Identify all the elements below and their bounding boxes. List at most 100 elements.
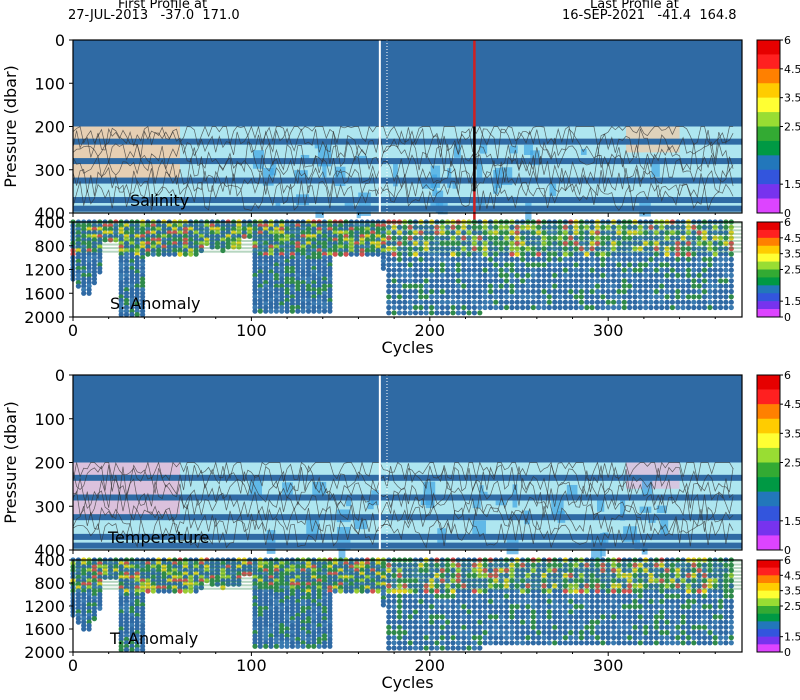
anomaly-dot — [487, 272, 494, 278]
anomaly-dot — [97, 237, 103, 243]
anomaly-dot — [680, 283, 686, 289]
anomaly-dot — [573, 256, 579, 262]
anomaly-dot — [664, 562, 670, 568]
anomaly-dot — [541, 256, 547, 262]
anomaly-dot — [589, 609, 595, 615]
anomaly-dot — [493, 609, 499, 615]
anomaly-dot — [637, 624, 643, 630]
anomaly-dot — [723, 299, 729, 305]
anomaly-dot — [263, 265, 269, 271]
anomaly-dot — [434, 640, 440, 646]
anomaly-dot — [140, 647, 146, 653]
anomaly-dot — [284, 258, 290, 264]
anomaly-dot — [386, 562, 392, 568]
anomaly-dot — [273, 247, 279, 254]
y-tick-label: 1200 — [24, 597, 65, 616]
anomaly-dot — [621, 240, 627, 246]
anomaly-dot — [75, 226, 81, 232]
anomaly-dot — [445, 619, 451, 625]
anomaly-dot — [611, 240, 617, 246]
anomaly-dot — [498, 593, 504, 599]
anomaly-dot — [439, 240, 445, 246]
anomaly-dot — [91, 265, 97, 271]
anomaly-dot — [707, 609, 713, 615]
anomaly-dot — [461, 267, 467, 273]
anomaly-dot — [493, 583, 499, 589]
patch — [641, 478, 653, 497]
anomaly-dot — [643, 588, 649, 594]
anomaly-dot — [305, 643, 312, 649]
anomaly-dot — [648, 278, 654, 284]
anomaly-dot — [429, 598, 435, 605]
anomaly-dot — [589, 230, 595, 236]
anomaly-dot — [316, 258, 322, 264]
anomaly-dot — [434, 304, 440, 311]
anomaly-dot — [412, 294, 419, 300]
anomaly-dot — [669, 583, 676, 589]
anomaly-dot — [653, 614, 660, 620]
anomaly-dot — [669, 567, 676, 574]
anomaly-dot — [477, 235, 483, 241]
anomaly-dot — [252, 265, 258, 271]
anomaly-dot — [637, 251, 643, 257]
anomaly-dot — [578, 288, 585, 295]
anomaly-band — [73, 567, 742, 570]
anomaly-dot — [129, 294, 135, 300]
anomaly-dot — [701, 635, 708, 641]
anomaly-dot — [123, 272, 130, 278]
anomaly-dot — [391, 310, 397, 316]
anomaly-dot — [514, 278, 520, 284]
anomaly-dot — [434, 645, 440, 651]
anomaly-dot — [118, 287, 124, 293]
anomaly-dot — [718, 614, 724, 620]
patch — [334, 166, 346, 186]
anomaly-dot — [321, 230, 328, 236]
anomaly-dot — [412, 272, 419, 278]
anomaly-dot — [723, 578, 729, 584]
anomaly-dot — [461, 562, 467, 568]
anomaly-dot — [327, 244, 333, 250]
anomaly-dot — [487, 288, 494, 295]
anomaly-dot — [562, 609, 569, 615]
anomaly-dot — [418, 614, 424, 620]
anomaly-dot — [118, 294, 124, 300]
anomaly-dot — [659, 562, 665, 568]
anomaly-dot — [391, 614, 397, 620]
anomaly-dot — [525, 278, 531, 284]
anomaly-dot — [418, 288, 424, 295]
patch — [275, 200, 281, 208]
anomaly-dot — [439, 246, 445, 252]
anomaly-dot — [295, 287, 301, 293]
anomaly-dot — [493, 267, 499, 273]
anomaly-dot — [594, 593, 601, 599]
anomaly-dot — [632, 288, 638, 295]
anomaly-dot — [669, 593, 676, 599]
anomaly-dot — [412, 299, 419, 305]
anomaly-dot — [696, 567, 702, 574]
anomaly-dot — [503, 278, 510, 284]
anomaly-dot — [471, 235, 477, 241]
anomaly-dot — [546, 283, 552, 289]
anomaly-dot — [75, 276, 81, 282]
anomaly-dot — [552, 635, 558, 641]
anomaly-dot — [140, 244, 146, 250]
anomaly-dot — [471, 635, 477, 641]
anomaly-dot — [412, 251, 419, 257]
anomaly-dot — [578, 299, 585, 305]
anomaly-dot — [680, 272, 686, 278]
anomaly-dot — [477, 230, 483, 236]
anomaly-dot — [418, 251, 424, 257]
anomaly-dot — [664, 635, 670, 641]
anomaly-dot — [525, 246, 531, 252]
anomaly-dot — [493, 629, 499, 636]
anomaly-dot — [300, 283, 306, 289]
anomaly-dot — [546, 635, 552, 641]
anomaly-dot — [402, 609, 408, 615]
anomaly-region-left — [73, 462, 181, 520]
anomaly-dot — [536, 230, 542, 236]
anomaly-dot — [707, 619, 713, 625]
anomaly-dot — [471, 578, 477, 584]
anomaly-dot — [573, 578, 579, 584]
anomaly-dot — [129, 265, 135, 271]
anomaly-dot — [616, 640, 622, 646]
